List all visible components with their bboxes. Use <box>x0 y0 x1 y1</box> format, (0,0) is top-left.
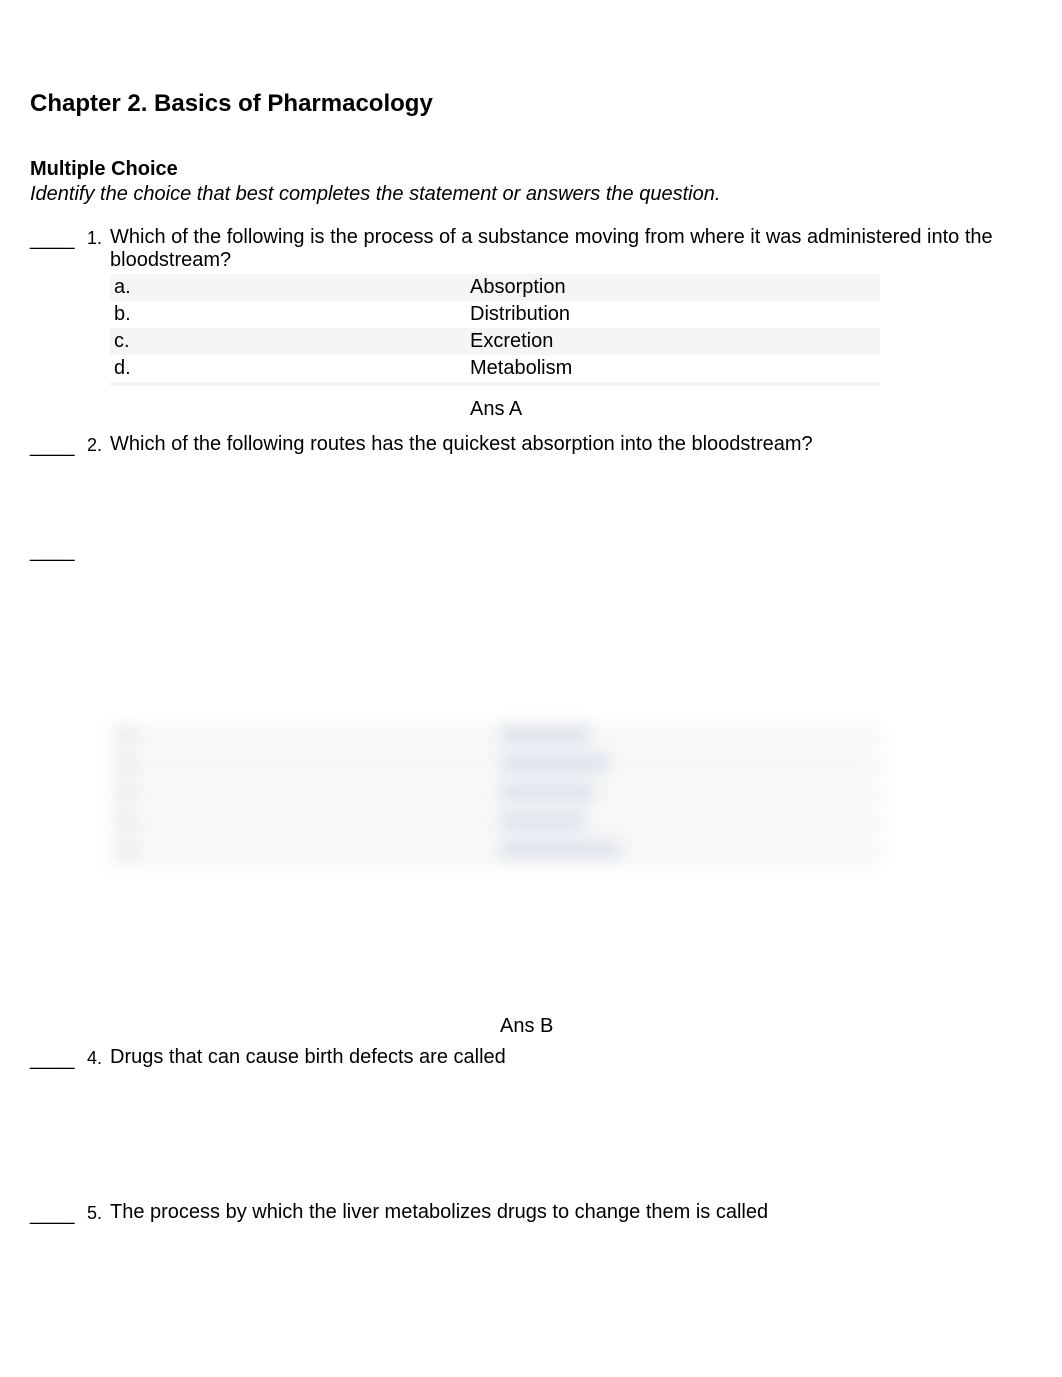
answer-row: Ans A <box>110 386 880 423</box>
option-row: a. Absorption <box>110 274 880 301</box>
question-4: ____ 4. Drugs that can cause birth defec… <box>30 1046 1032 1071</box>
instructions: Identify the choice that best completes … <box>30 183 1032 206</box>
answer-blank: ____ <box>30 538 80 563</box>
options-table: a. Absorption b. Distribution c. Excreti… <box>110 274 880 423</box>
option-text: Distribution <box>160 301 880 328</box>
answer-blank: ____ <box>30 1201 80 1226</box>
option-text: Metabolism <box>160 355 880 382</box>
option-letter: b. <box>110 301 160 328</box>
section-title: Multiple Choice <box>30 158 1032 181</box>
question-number: 2. <box>80 433 110 458</box>
question-text: Which of the following routes has the qu… <box>110 433 1032 456</box>
question-3-blank: ____ <box>30 538 1032 563</box>
option-row: c. Excretion <box>110 328 880 355</box>
option-text: Excretion <box>160 328 880 355</box>
question-1: ____ 1. Which of the following is the pr… <box>30 226 1032 423</box>
answer-blank: ____ <box>30 226 80 423</box>
question-text: The process by which the liver metaboliz… <box>110 1201 1032 1224</box>
question-text: Drugs that can cause birth defects are c… <box>110 1046 1032 1069</box>
option-row: b. Distribution <box>110 301 880 328</box>
question-number: 5. <box>80 1201 110 1226</box>
answer-blank: ____ <box>30 433 80 458</box>
option-letter: a. <box>110 274 160 301</box>
option-letter: c. <box>110 328 160 355</box>
chapter-title: Chapter 2. Basics of Pharmacology <box>30 90 1032 118</box>
answer-b-section: Ans B <box>110 1007 880 1046</box>
blurred-content <box>110 723 880 867</box>
answer-blank: ____ <box>30 1046 80 1071</box>
question-5: ____ 5. The process by which the liver m… <box>30 1201 1032 1226</box>
question-number: 1. <box>80 226 110 423</box>
question-2: ____ 2. Which of the following routes ha… <box>30 433 1032 458</box>
option-text: Absorption <box>160 274 880 301</box>
option-row: d. Metabolism <box>110 355 880 382</box>
answer-text: Ans A <box>160 386 880 423</box>
question-number: 4. <box>80 1046 110 1071</box>
answer-text: Ans B <box>110 1007 880 1046</box>
option-letter: d. <box>110 355 160 382</box>
question-text: Which of the following is the process of… <box>110 226 1032 272</box>
